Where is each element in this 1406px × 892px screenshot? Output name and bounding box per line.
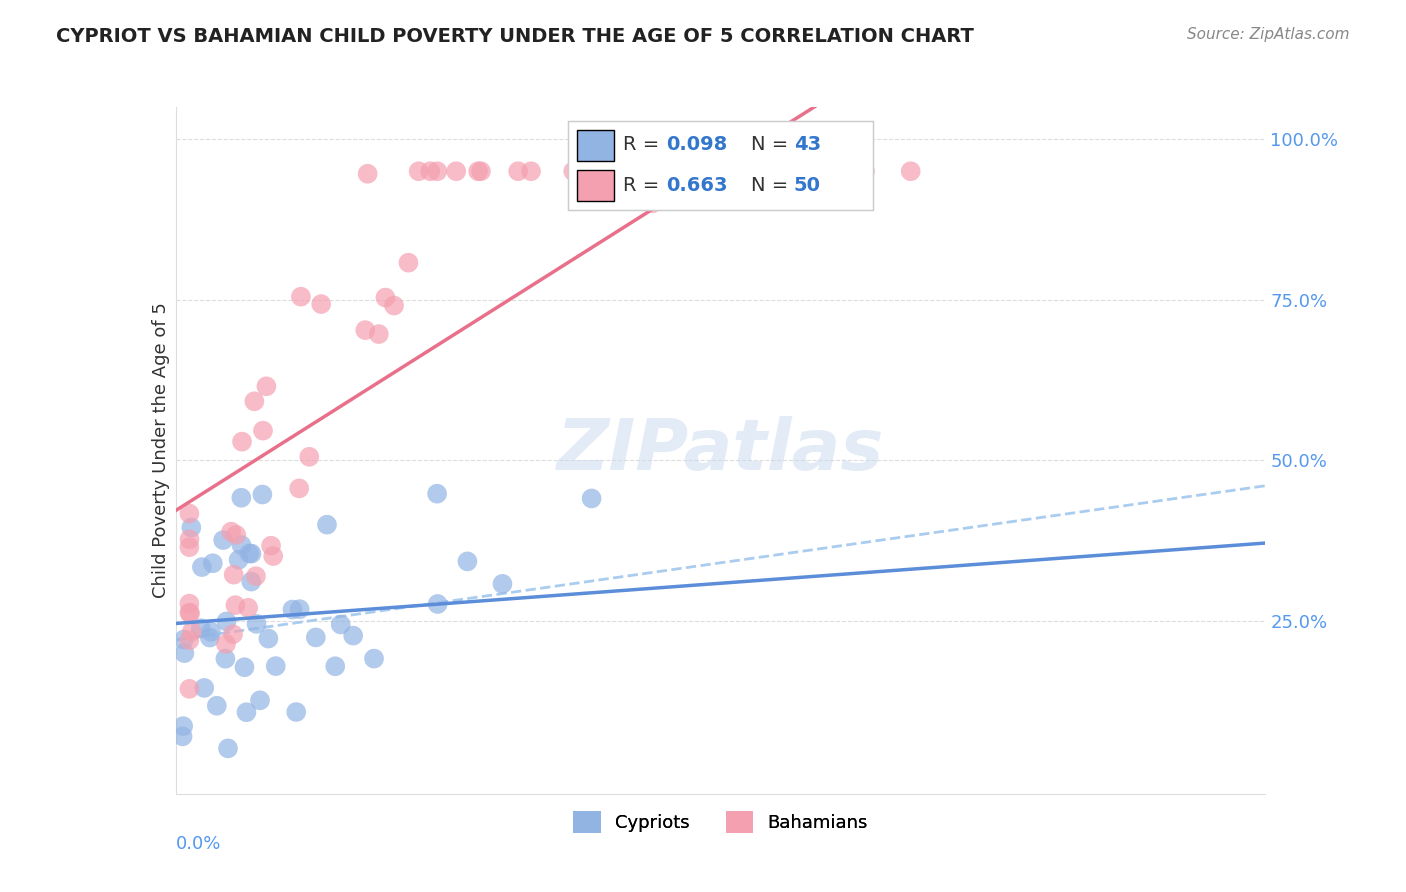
- Cypriots: [200, 624, 222, 639]
- Bahamians: [288, 482, 311, 496]
- Bahamians: [408, 164, 430, 178]
- Cypriots: [212, 533, 235, 547]
- Cypriots: [285, 705, 308, 719]
- Cypriots: [281, 602, 304, 616]
- Legend: Cypriots, Bahamians: Cypriots, Bahamians: [567, 804, 875, 839]
- Bahamians: [562, 164, 585, 178]
- Cypriots: [172, 730, 194, 744]
- Bahamians: [179, 540, 201, 554]
- Cypriots: [491, 577, 513, 591]
- Text: Source: ZipAtlas.com: Source: ZipAtlas.com: [1187, 27, 1350, 42]
- Bahamians: [179, 533, 201, 547]
- Cypriots: [235, 705, 257, 719]
- Bahamians: [298, 450, 321, 464]
- Cypriots: [201, 556, 224, 570]
- Bahamians: [222, 627, 245, 641]
- Cypriots: [191, 560, 214, 574]
- Cypriots: [217, 741, 239, 756]
- Cypriots: [288, 602, 311, 616]
- Cypriots: [426, 486, 449, 500]
- Bahamians: [853, 164, 876, 178]
- Bahamians: [222, 567, 245, 582]
- Cypriots: [264, 659, 287, 673]
- Cypriots: [456, 554, 478, 568]
- Bahamians: [179, 681, 201, 696]
- Cypriots: [329, 617, 352, 632]
- Cypriots: [172, 719, 194, 733]
- Bahamians: [419, 164, 441, 178]
- Cypriots: [180, 520, 202, 534]
- Bahamians: [467, 164, 489, 178]
- Bahamians: [225, 528, 247, 542]
- Cypriots: [426, 597, 449, 611]
- Cypriots: [214, 652, 236, 666]
- Bahamians: [260, 539, 283, 553]
- Bahamians: [231, 434, 253, 449]
- Cypriots: [252, 487, 274, 501]
- Bahamians: [508, 164, 530, 178]
- Cypriots: [305, 631, 328, 645]
- Bahamians: [470, 164, 492, 178]
- Bahamians: [180, 624, 202, 639]
- Bahamians: [773, 164, 796, 178]
- Cypriots: [205, 698, 228, 713]
- Bahamians: [900, 164, 922, 178]
- Cypriots: [173, 646, 195, 660]
- Cypriots: [257, 632, 280, 646]
- Text: ZIPatlas: ZIPatlas: [557, 416, 884, 485]
- Cypriots: [342, 629, 364, 643]
- Cypriots: [231, 491, 253, 505]
- Bahamians: [179, 633, 201, 648]
- Cypriots: [238, 546, 260, 560]
- Bahamians: [252, 424, 274, 438]
- Cypriots: [249, 693, 271, 707]
- Bahamians: [179, 607, 201, 621]
- Bahamians: [224, 598, 246, 612]
- Bahamians: [641, 196, 664, 211]
- Bahamians: [219, 524, 242, 539]
- Bahamians: [426, 164, 449, 178]
- Bahamians: [354, 323, 377, 337]
- Text: 0.0%: 0.0%: [176, 835, 221, 853]
- Bahamians: [382, 299, 405, 313]
- Bahamians: [309, 297, 332, 311]
- Bahamians: [245, 569, 267, 583]
- Cypriots: [581, 491, 603, 506]
- Cypriots: [231, 538, 253, 552]
- Bahamians: [290, 290, 312, 304]
- Bahamians: [444, 164, 467, 178]
- Bahamians: [588, 164, 610, 178]
- Y-axis label: Child Poverty Under the Age of 5: Child Poverty Under the Age of 5: [152, 302, 170, 599]
- Cypriots: [233, 660, 256, 674]
- Bahamians: [215, 637, 238, 651]
- Cypriots: [240, 547, 263, 561]
- Bahamians: [356, 167, 378, 181]
- Bahamians: [367, 327, 389, 342]
- Bahamians: [254, 379, 277, 393]
- Cypriots: [363, 651, 385, 665]
- Bahamians: [179, 507, 201, 521]
- Cypriots: [215, 615, 238, 629]
- Bahamians: [243, 394, 266, 409]
- Bahamians: [374, 291, 396, 305]
- Cypriots: [198, 631, 221, 645]
- Cypriots: [245, 616, 267, 631]
- Cypriots: [323, 659, 346, 673]
- Bahamians: [238, 600, 260, 615]
- Cypriots: [190, 621, 212, 635]
- Cypriots: [316, 517, 339, 532]
- Text: CYPRIOT VS BAHAMIAN CHILD POVERTY UNDER THE AGE OF 5 CORRELATION CHART: CYPRIOT VS BAHAMIAN CHILD POVERTY UNDER …: [56, 27, 974, 45]
- Bahamians: [676, 164, 699, 178]
- Bahamians: [800, 164, 823, 178]
- Bahamians: [179, 597, 201, 611]
- Bahamians: [262, 549, 284, 563]
- Cypriots: [173, 632, 195, 647]
- Cypriots: [240, 574, 263, 589]
- Cypriots: [228, 553, 250, 567]
- Cypriots: [193, 681, 215, 695]
- Bahamians: [398, 255, 420, 269]
- Bahamians: [520, 164, 543, 178]
- Bahamians: [675, 164, 697, 178]
- Bahamians: [179, 606, 201, 620]
